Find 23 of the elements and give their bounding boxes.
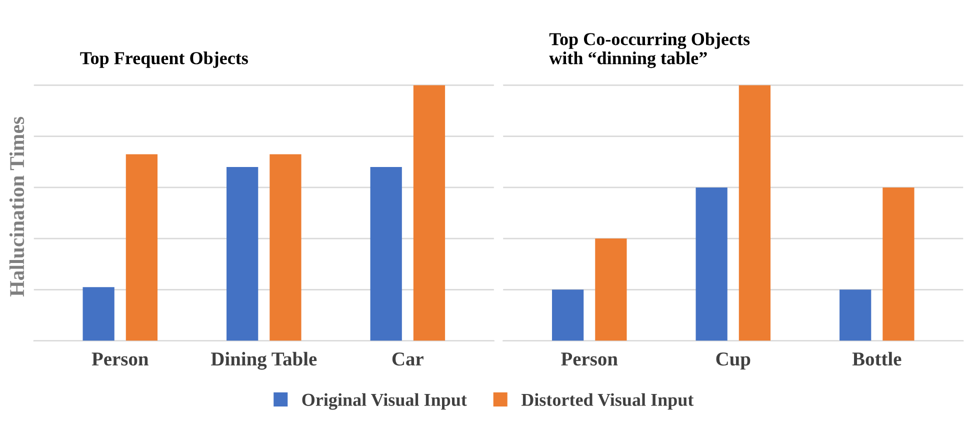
x-tick-label: Dining Table bbox=[211, 352, 317, 370]
x-tick-label: Car bbox=[392, 352, 424, 366]
x-tick-label: Cup bbox=[716, 352, 750, 370]
bar bbox=[270, 154, 302, 341]
bar bbox=[413, 85, 446, 341]
legend-label: Original Visual Input bbox=[302, 393, 467, 410]
bar bbox=[840, 290, 872, 341]
bar bbox=[126, 154, 158, 341]
bar bbox=[696, 187, 728, 341]
chart-title: Top Frequent Objects bbox=[80, 52, 248, 68]
legend-label: Distorted Visual Input bbox=[521, 393, 694, 410]
bar bbox=[226, 166, 258, 341]
bar bbox=[595, 238, 627, 341]
bar bbox=[738, 85, 771, 341]
x-tick-label: Bottle bbox=[852, 352, 902, 366]
chart-title: Top Co-occurring Objects with “dinning table” bbox=[549, 32, 750, 68]
bar bbox=[552, 290, 584, 341]
x-tick-label: Person bbox=[92, 352, 148, 366]
bar bbox=[882, 187, 914, 341]
y-axis-title: Hallucination Times bbox=[9, 116, 24, 296]
bar bbox=[82, 287, 114, 341]
x-tick-label: Person bbox=[561, 352, 618, 366]
bar bbox=[370, 166, 402, 341]
